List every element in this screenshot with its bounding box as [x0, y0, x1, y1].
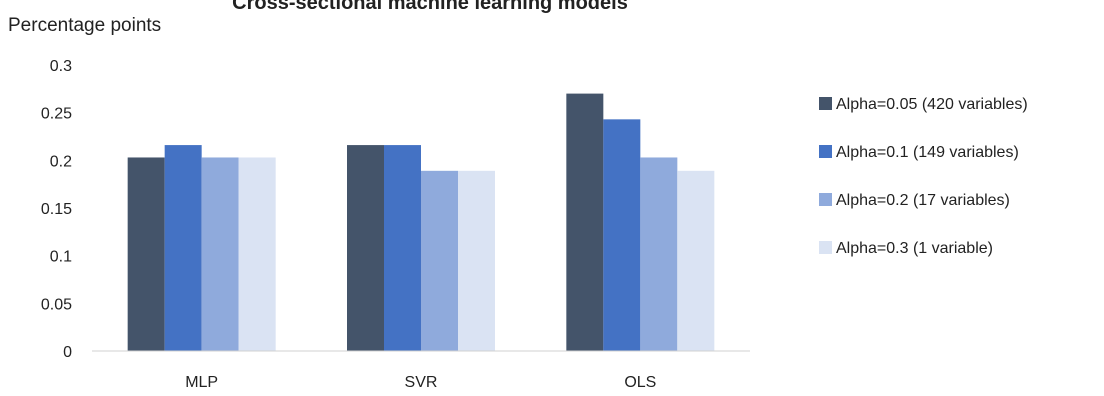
legend-label: Alpha=0.2 (17 variables): [836, 192, 1010, 209]
y-tick-label: 0.25: [41, 106, 72, 123]
chart-title: Cross-sectional machine learning models: [232, 0, 628, 14]
legend-swatch: [819, 241, 832, 254]
x-category-label: OLS: [624, 374, 656, 391]
legend-label: Alpha=0.1 (149 variables): [836, 144, 1019, 161]
bar: [677, 170, 715, 351]
bar: [238, 157, 276, 351]
bar: [421, 170, 458, 351]
legend-swatch: [819, 145, 832, 158]
y-tick-label: 0: [63, 344, 72, 361]
legend-swatch: [819, 97, 832, 110]
legend: Alpha=0.05 (420 variables) Alpha=0.1 (149…: [819, 96, 1028, 257]
legend-swatch: [819, 193, 832, 206]
bar: [640, 157, 678, 351]
y-tick-label: 0.1: [50, 249, 72, 266]
bar: [164, 145, 202, 351]
y-axis-label: Percentage points: [8, 15, 161, 36]
bar: [384, 145, 421, 351]
x-category-label: SVR: [405, 374, 438, 391]
bar: [566, 93, 604, 351]
y-axis-ticks: 0 0.05 0.1 0.15 0.2 0.25 0.3: [41, 58, 72, 361]
y-tick-label: 0.2: [50, 153, 72, 170]
x-axis-categories: MLP SVR OLS: [185, 374, 656, 391]
bar: [603, 119, 641, 351]
bar: [458, 170, 495, 351]
bars-group: [127, 93, 715, 351]
y-tick-label: 0.15: [41, 201, 72, 218]
bar: [127, 157, 165, 351]
y-tick-label: 0.05: [41, 296, 72, 313]
y-tick-label: 0.3: [50, 58, 72, 75]
bar: [201, 157, 239, 351]
legend-label: Alpha=0.3 (1 variable): [836, 240, 993, 257]
x-category-label: MLP: [185, 374, 218, 391]
legend-label: Alpha=0.05 (420 variables): [836, 96, 1028, 113]
bar: [347, 145, 384, 351]
